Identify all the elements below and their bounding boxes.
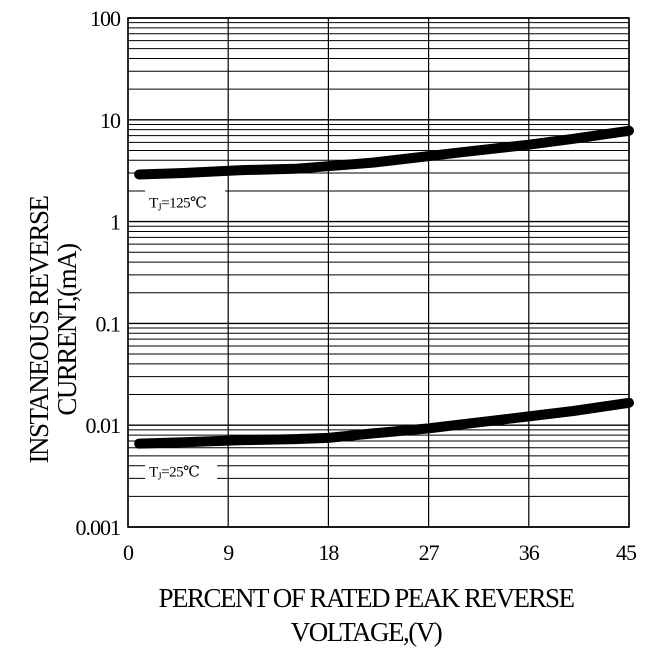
x-axis-title-line-1: PERCENT OF RATED PEAK REVERSE [158,583,574,613]
curve-label-0: TJ=125℃ [145,189,226,214]
y-tick-label: 0.001 [76,515,121,540]
x-tick-label: 27 [419,540,440,565]
tick-labels: 0 9 18 27 36 45 100 10 1 0.1 0.01 0.001 [76,6,639,565]
plot-frame [127,17,630,528]
x-tick-label: 45 [616,540,637,565]
x-tick-label: 0 [123,540,134,565]
x-axis-title-line-2: VOLTAGE,(V) [291,617,442,647]
y-tick-label: 0.1 [96,311,121,336]
series-line-1 [134,397,634,449]
x-tick-label: 36 [519,540,540,565]
y-axis-title-line-2: CURRENT,(mA) [52,244,82,416]
x-tick-label: 9 [223,540,234,565]
series-lines [134,125,634,449]
curve-label-bg [145,189,226,214]
curve-label-text: TJ=25℃ [149,465,199,483]
x-tick-label: 18 [318,540,339,565]
grid [127,17,630,528]
curve-label-bg [145,458,218,483]
y-tick-label: 1 [110,210,120,235]
curve-labels: TJ=125℃ TJ=25℃ [145,189,226,483]
curve-label-text: TJ=125℃ [149,196,206,214]
curve-label-1: TJ=25℃ [145,458,218,483]
y-tick-label: 10 [100,108,121,133]
y-tick-label: 100 [90,6,121,31]
y-axis-title-line-1: INSTANEOUS REVERSE [24,195,54,463]
y-tick-label: 0.01 [86,413,121,438]
series-line-0 [134,125,634,180]
